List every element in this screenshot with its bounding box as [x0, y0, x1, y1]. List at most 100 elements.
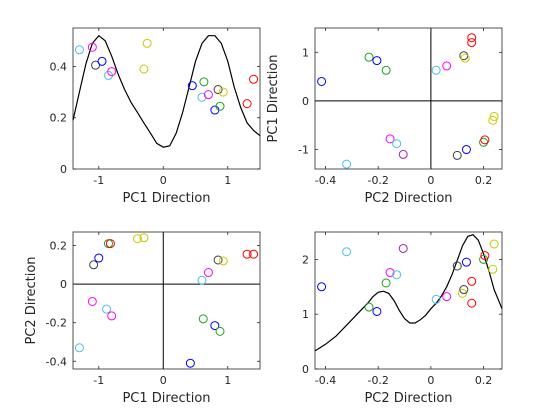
data-point	[215, 101, 225, 111]
data-point	[392, 270, 402, 280]
y-tick-label: -1	[298, 144, 309, 157]
y-tick-label: 0	[60, 163, 67, 176]
data-point	[249, 249, 259, 259]
y-tick-label: 1	[302, 46, 309, 59]
y-axis-label: PC2 Direction	[24, 256, 39, 344]
axes-box	[314, 27, 503, 170]
data-point	[372, 56, 382, 66]
y-tick-label: 0	[302, 363, 309, 376]
data-point	[431, 65, 441, 75]
data-point	[489, 239, 499, 249]
data-point	[142, 38, 152, 48]
data-point	[452, 150, 462, 160]
x-tick-label: -0.4	[315, 374, 336, 387]
x-tick-label: 0	[427, 374, 434, 387]
y-tick-label: 0.2	[50, 112, 68, 125]
subplot-bottom-right: -0.4 -0.2 0 0.2 0 1 2 PC2 Direction	[302, 231, 503, 406]
axes-box	[72, 27, 261, 170]
data-point	[107, 67, 117, 77]
data-point	[452, 261, 462, 271]
x-tick-label: -0.4	[315, 174, 336, 187]
data-point	[187, 81, 197, 91]
data-point	[372, 306, 382, 316]
data-point	[89, 260, 99, 270]
x-tick-label: 0	[160, 374, 167, 387]
data-point	[210, 321, 220, 331]
data-point	[218, 87, 228, 97]
data-point	[488, 264, 498, 274]
data-point	[479, 137, 489, 147]
data-point	[74, 343, 84, 353]
axes-box	[314, 231, 503, 370]
y-axis-label: PC1 Direction	[266, 54, 281, 142]
x-tick-label: 0	[427, 174, 434, 187]
data-point	[213, 255, 223, 265]
data-point	[342, 159, 352, 169]
y-tick-label: -0.2	[46, 317, 67, 330]
y-tick-label: 0	[302, 95, 309, 108]
data-point	[480, 135, 490, 145]
data-point	[480, 251, 490, 261]
data-point	[94, 253, 104, 263]
x-tick-label: 0.2	[475, 174, 493, 187]
x-tick-label: -1	[93, 374, 104, 387]
data-point	[132, 234, 142, 244]
data-point	[459, 51, 469, 61]
axes-box	[72, 231, 261, 370]
data-point	[431, 294, 441, 304]
data-point	[385, 268, 395, 278]
data-point	[467, 33, 477, 43]
subplot-top-right: -0.4 -0.2 0 0.2 -1 0 1 PC2 Direction PC1 Directi…	[266, 27, 503, 206]
data-point	[398, 149, 408, 159]
data-point	[489, 111, 499, 121]
density-curve	[72, 34, 261, 148]
data-point	[215, 326, 225, 336]
subplot-bottom-left: -1 0 1 -0.4 -0.2 0 0.2 PC1 Direction PC2 Directi…	[24, 231, 261, 406]
data-point	[479, 254, 489, 264]
data-point	[242, 99, 252, 109]
data-point	[342, 247, 352, 257]
data-point	[381, 65, 391, 75]
x-tick-label: 1	[224, 374, 231, 387]
data-point	[442, 61, 452, 71]
data-point	[218, 256, 228, 266]
data-point	[203, 268, 213, 278]
data-point	[398, 243, 408, 253]
x-tick-label: -0.2	[367, 374, 388, 387]
x-axis-label: PC2 Direction	[364, 391, 452, 406]
data-point	[139, 64, 149, 74]
data-point	[107, 311, 117, 321]
data-point	[139, 233, 149, 243]
x-axis-label: PC1 Direction	[122, 391, 210, 406]
data-point	[317, 282, 327, 292]
data-point	[317, 76, 327, 86]
data-point	[385, 134, 395, 144]
data-point	[199, 77, 209, 87]
data-point	[467, 38, 477, 48]
y-tick-label: -0.4	[46, 355, 67, 368]
data-point	[457, 288, 467, 298]
data-point	[460, 53, 470, 63]
data-point	[74, 45, 84, 55]
data-point	[467, 276, 477, 286]
data-point	[213, 85, 223, 95]
x-tick-label: -1	[93, 174, 104, 187]
data-point	[185, 358, 195, 368]
x-tick-label: -0.2	[367, 174, 388, 187]
data-point	[488, 115, 498, 125]
x-axis-label: PC2 Direction	[364, 191, 452, 206]
data-point	[364, 302, 374, 312]
data-point	[203, 90, 213, 100]
data-point	[461, 145, 471, 155]
data-point	[102, 304, 112, 314]
data-point	[467, 298, 477, 308]
data-point	[97, 56, 107, 66]
x-tick-label: 0.2	[475, 374, 493, 387]
y-tick-label: 0.4	[50, 60, 68, 73]
data-point	[197, 92, 207, 102]
data-point	[381, 278, 391, 288]
data-point	[461, 257, 471, 267]
x-tick-label: 1	[224, 174, 231, 187]
data-point	[197, 275, 207, 285]
